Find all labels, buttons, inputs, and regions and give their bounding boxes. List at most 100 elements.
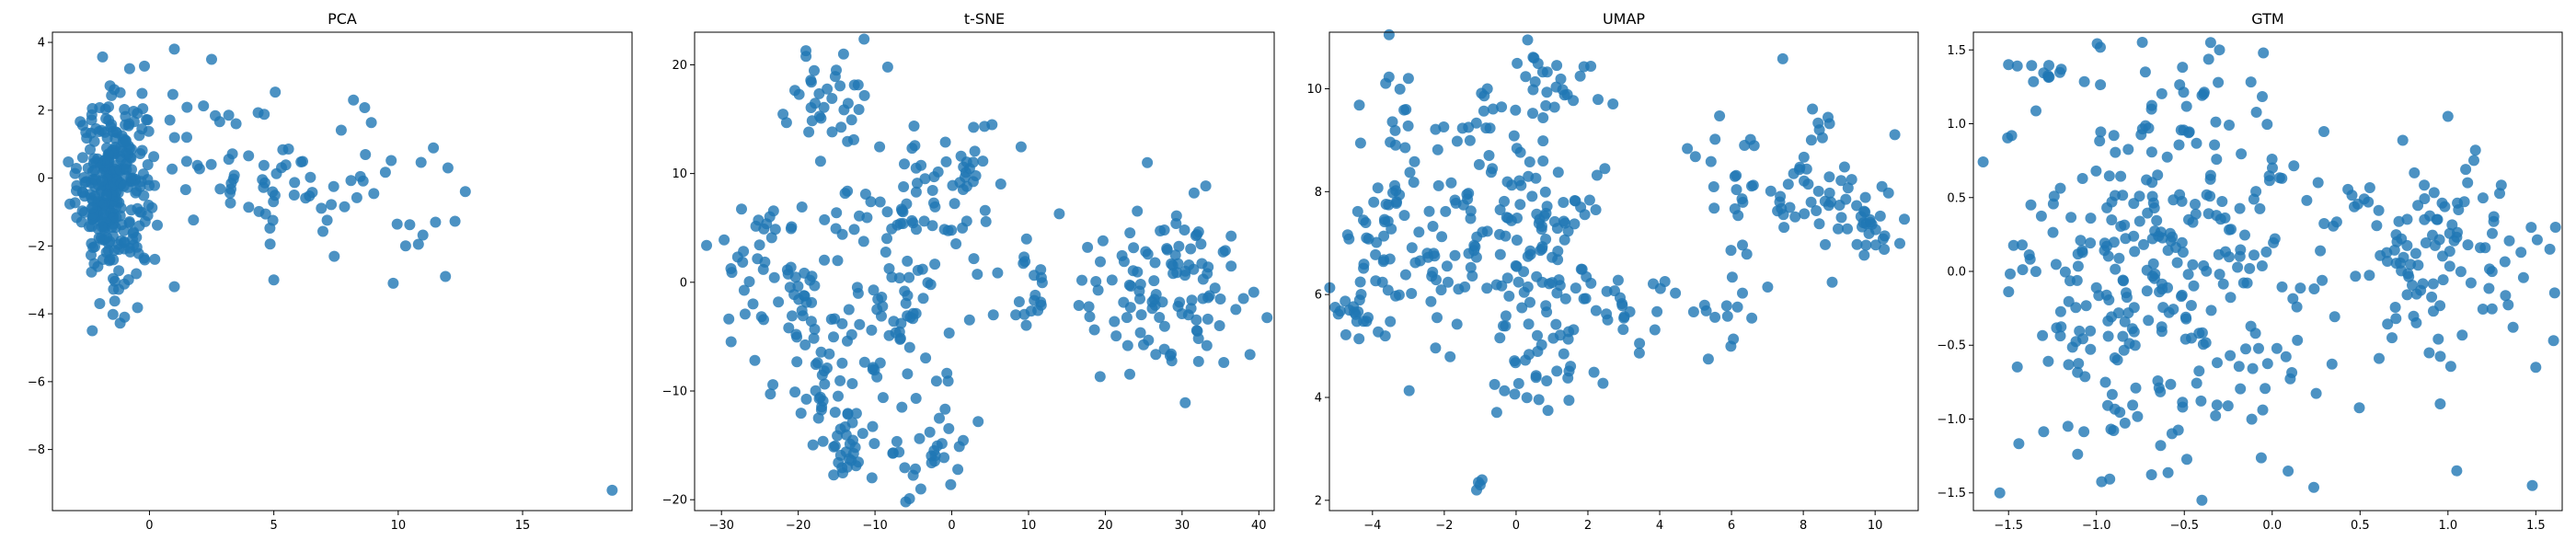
data-point: [1354, 276, 1366, 288]
data-point: [1725, 340, 1737, 352]
data-point: [2164, 227, 2176, 239]
data-point: [767, 379, 779, 391]
data-point: [2128, 302, 2140, 314]
data-point: [1083, 301, 1095, 313]
data-point: [2500, 290, 2512, 302]
data-point: [243, 201, 255, 213]
data-point: [2117, 190, 2129, 201]
data-point: [268, 274, 280, 286]
data-point: [2240, 343, 2251, 355]
data-point: [1530, 370, 1542, 382]
data-point: [1541, 375, 1553, 386]
panel-umap: UMAP −4 −2 0 2 4 6 8 10 10 8 6 4 2: [1306, 10, 1919, 533]
data-point: [345, 175, 357, 187]
data-point: [2397, 134, 2409, 146]
data-point: [2266, 154, 2278, 165]
data-point: [227, 173, 239, 185]
data-point: [2434, 351, 2446, 362]
data-point: [2462, 177, 2474, 189]
data-point: [86, 109, 98, 121]
data-point: [1585, 61, 1597, 72]
data-point: [2346, 190, 2358, 201]
data-point: [415, 156, 427, 168]
y-tick-label: 2: [1315, 494, 1322, 508]
data-point: [2363, 196, 2375, 208]
data-point: [917, 293, 929, 305]
data-point: [2115, 170, 2127, 182]
data-point: [1213, 320, 1225, 331]
scatter-points: [1977, 37, 2561, 506]
data-point: [809, 323, 821, 335]
data-point: [836, 228, 848, 240]
data-point: [723, 313, 735, 325]
data-point: [1402, 120, 1414, 132]
data-point: [2253, 342, 2264, 354]
data-point: [1196, 258, 1208, 270]
data-point: [1209, 282, 1221, 294]
x-tick-label: 15: [515, 519, 531, 533]
data-point: [1394, 83, 1406, 95]
data-point: [1179, 265, 1191, 277]
data-point: [104, 80, 116, 92]
data-point: [1218, 357, 1230, 368]
data-point: [2141, 285, 2153, 297]
data-point: [2439, 201, 2451, 213]
data-point: [2453, 204, 2465, 215]
data-point: [1522, 34, 1534, 46]
data-point: [2063, 359, 2075, 371]
data-point: [1784, 201, 1796, 213]
data-point: [97, 51, 109, 63]
data-point: [289, 177, 301, 189]
data-point: [839, 421, 851, 432]
data-point: [790, 328, 802, 340]
data-point: [1123, 279, 1135, 291]
y-tick-label: −20: [662, 494, 687, 508]
data-point: [2437, 250, 2448, 262]
data-point: [969, 145, 981, 157]
data-point: [168, 281, 180, 293]
data-point: [1503, 290, 1515, 302]
data-point: [1565, 361, 1577, 373]
data-point: [2003, 59, 2015, 71]
data-point: [2101, 201, 2113, 213]
data-point: [2002, 132, 2014, 144]
data-point: [1020, 319, 1032, 331]
data-point: [1551, 365, 1563, 377]
data-point: [69, 167, 81, 179]
data-point: [1540, 300, 1552, 312]
data-point: [2115, 221, 2127, 232]
data-point: [883, 263, 895, 274]
x-tick-label: 4: [1656, 519, 1663, 533]
data-point: [1090, 276, 1102, 287]
axes-frame: [694, 31, 1275, 512]
data-point: [2502, 299, 2514, 311]
x-tick-label: 20: [1098, 519, 1113, 533]
data-point: [1542, 405, 1554, 417]
data-point: [945, 478, 957, 490]
data-point: [1457, 199, 1469, 211]
data-point: [2254, 202, 2266, 214]
data-point: [258, 159, 270, 171]
data-point: [1709, 311, 1721, 323]
data-point: [2318, 218, 2330, 229]
scatter-points: [63, 43, 618, 496]
data-point: [2191, 137, 2202, 149]
data-point: [818, 101, 830, 113]
data-point: [1558, 234, 1570, 246]
data-point: [1812, 185, 1824, 197]
data-point: [2130, 382, 2142, 394]
data-point: [2479, 242, 2491, 254]
data-point: [2111, 354, 2123, 366]
data-point: [813, 87, 825, 99]
data-point: [1095, 256, 1106, 268]
data-point: [2122, 144, 2134, 155]
data-point: [1555, 73, 1567, 85]
data-point: [267, 186, 279, 198]
data-point: [1106, 274, 1118, 286]
data-point: [2013, 438, 2025, 450]
data-point: [2128, 326, 2140, 338]
data-point: [2234, 202, 2246, 214]
data-point: [954, 177, 966, 189]
data-point: [2276, 281, 2288, 293]
